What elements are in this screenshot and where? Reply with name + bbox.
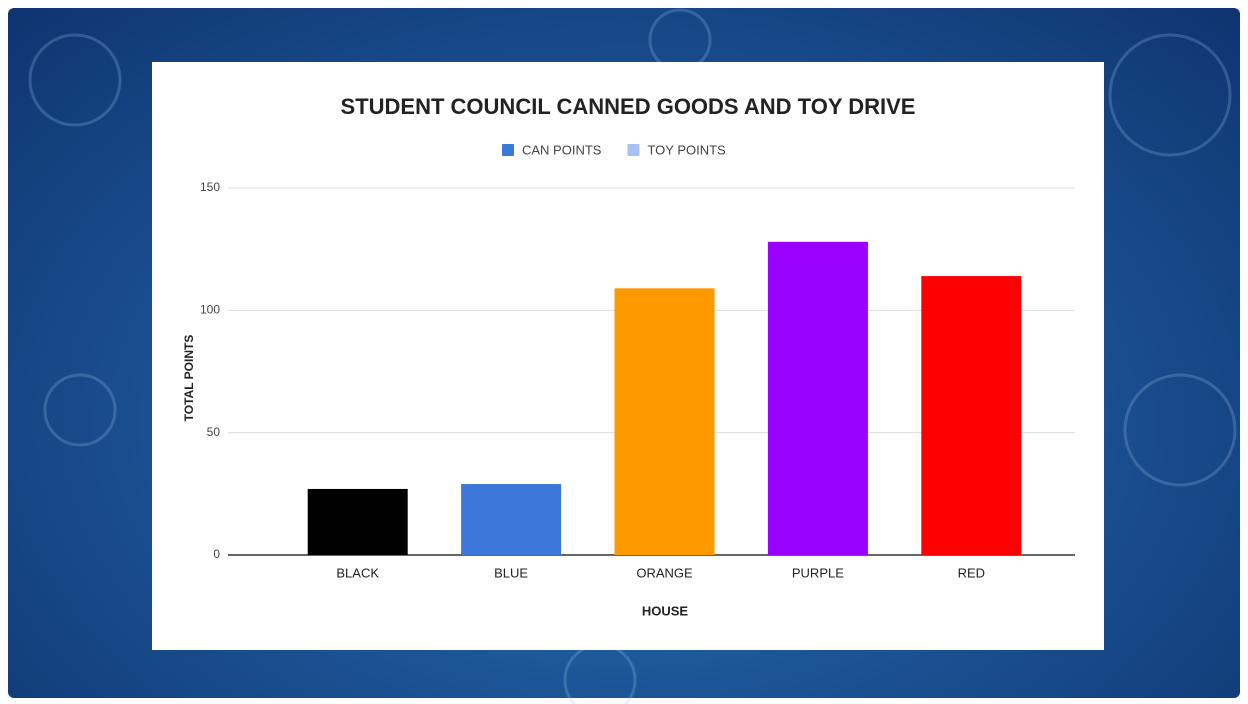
y-axis-label: TOTAL POINTS xyxy=(182,335,196,422)
bar xyxy=(921,276,1022,555)
x-tick-label: BLUE xyxy=(494,565,528,580)
bar xyxy=(614,288,715,555)
bar xyxy=(767,241,868,555)
legend-swatch xyxy=(502,144,514,156)
y-tick-label: 150 xyxy=(200,180,220,194)
x-tick-label: RED xyxy=(958,565,985,580)
legend: CAN POINTS TOY POINTS xyxy=(502,142,726,157)
chart-title: STUDENT COUNCIL CANNED GOODS AND TOY DRI… xyxy=(341,94,916,119)
x-tick-label: BLACK xyxy=(336,565,379,580)
snowflake-decoration xyxy=(28,8,1237,704)
legend-label: CAN POINTS xyxy=(522,142,602,157)
x-axis-label: HOUSE xyxy=(642,603,689,618)
y-tick-label: 100 xyxy=(200,303,220,317)
y-tick-label: 0 xyxy=(213,547,220,561)
bar xyxy=(307,488,408,555)
legend-label: TOY POINTS xyxy=(647,142,726,157)
x-tick-label: PURPLE xyxy=(792,565,844,580)
y-tick-label: 50 xyxy=(207,425,221,439)
x-tick-label: ORANGE xyxy=(636,565,693,580)
legend-swatch xyxy=(627,144,640,156)
bar xyxy=(461,484,562,555)
